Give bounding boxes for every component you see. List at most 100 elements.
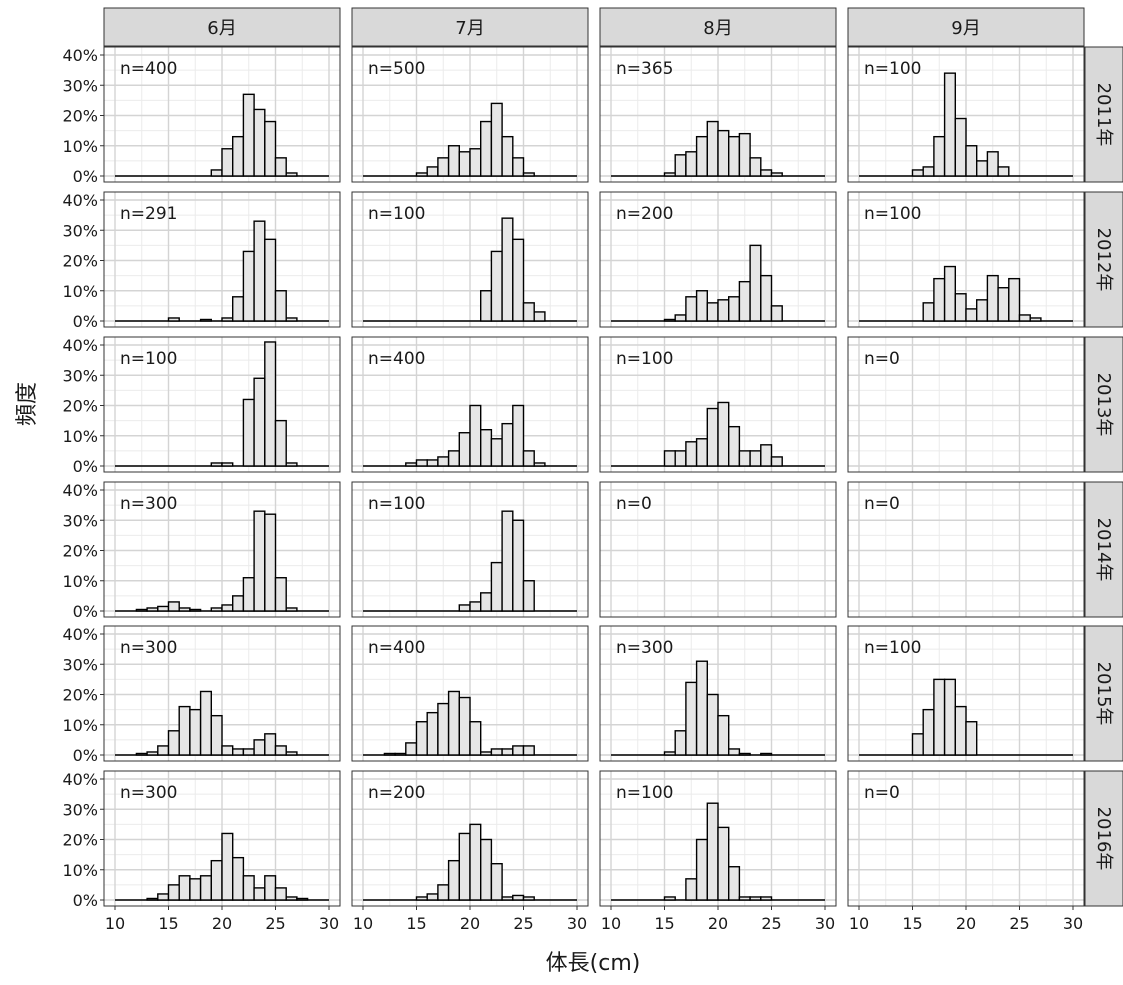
histogram-bar xyxy=(231,296,245,322)
row-strip xyxy=(1084,191,1123,328)
histogram-bar xyxy=(674,730,687,756)
histogram-bar xyxy=(221,832,234,901)
x-tick-label: 20 xyxy=(460,914,480,933)
sample-size-label: n=200 xyxy=(368,783,425,803)
y-tick-label: 40% xyxy=(62,191,98,210)
histogram-bar xyxy=(231,856,245,901)
histogram-bar xyxy=(954,293,967,322)
panel: n=400 xyxy=(351,625,589,762)
row-strip-label: 2011年 xyxy=(1093,83,1114,147)
histogram-bar xyxy=(1018,314,1031,322)
y-tick-label: 10% xyxy=(62,716,98,735)
histogram-bar xyxy=(533,311,546,322)
sample-size-label: n=400 xyxy=(120,59,177,79)
histogram-bar xyxy=(695,135,708,177)
histogram-bar xyxy=(728,135,741,177)
histogram-bar xyxy=(674,154,687,177)
row-strip-label: 2014年 xyxy=(1093,518,1114,582)
y-tick-label: 0% xyxy=(73,167,98,186)
histogram-bar xyxy=(167,601,180,612)
histogram-bar xyxy=(242,398,255,467)
histogram-bar xyxy=(512,745,525,756)
y-tick-label: 40% xyxy=(62,625,98,644)
histogram-bar xyxy=(426,893,439,901)
histogram-bar xyxy=(437,884,450,901)
x-tick-label: 10 xyxy=(353,914,373,933)
histogram-bar xyxy=(738,896,751,901)
histogram-bar xyxy=(199,690,213,756)
y-tick-label: 40% xyxy=(62,336,98,355)
panel: n=500 xyxy=(351,46,589,183)
sample-size-label: n=100 xyxy=(864,638,921,658)
panel-border xyxy=(599,336,837,473)
histogram-bar xyxy=(480,751,493,756)
row-strips: 2011年 2012年 2013年 2014年 2015年 2016年 xyxy=(1084,46,1123,907)
histogram-bar xyxy=(231,595,245,612)
histogram-bar xyxy=(242,250,255,322)
histogram-bar xyxy=(264,875,277,901)
histogram-bar xyxy=(264,513,277,612)
histogram-bar xyxy=(770,172,783,177)
histogram-bar xyxy=(167,730,180,756)
sample-size-label: n=300 xyxy=(616,638,673,658)
histogram-bar xyxy=(663,751,676,756)
histogram-bar xyxy=(986,274,999,322)
panel: n=100 xyxy=(599,336,837,473)
histogram-bar xyxy=(146,897,159,901)
panel-border xyxy=(351,625,589,762)
histogram-bar xyxy=(533,462,546,467)
histogram-bar xyxy=(512,238,525,322)
histogram-bar xyxy=(501,748,514,756)
histogram-bar xyxy=(986,151,999,177)
histogram-bar xyxy=(522,580,535,612)
histogram-bar xyxy=(997,287,1010,322)
panel: n=400 xyxy=(103,46,341,183)
y-tick-label: 10% xyxy=(62,137,98,156)
histogram-bar xyxy=(437,157,450,177)
histogram-bar xyxy=(728,748,741,756)
histogram-bar xyxy=(437,456,450,467)
y-tick-label: 0% xyxy=(73,891,98,910)
y-tick-label: 0% xyxy=(73,457,98,476)
histogram-bar xyxy=(426,166,439,177)
histogram-bar xyxy=(490,748,503,756)
sample-size-label: n=0 xyxy=(864,783,900,803)
sample-size-label: n=100 xyxy=(864,204,921,224)
histogram-bar xyxy=(458,832,471,901)
panels: n=400 n=500 n=365 n=100 n=291 n=100 n=200 n=100… xyxy=(103,46,1085,907)
histogram-bar xyxy=(189,878,202,901)
histogram-bar xyxy=(674,450,687,467)
panel: n=291 xyxy=(103,191,341,328)
histogram-bar xyxy=(911,733,924,756)
histogram-bar xyxy=(760,752,773,756)
row-strip xyxy=(1084,770,1123,907)
y-tick-label: 0% xyxy=(73,746,98,765)
histogram-bar xyxy=(728,425,741,467)
histogram-bar xyxy=(447,450,461,467)
y-tick-label: 10% xyxy=(62,282,98,301)
histogram-bar xyxy=(760,896,773,901)
histogram-bar xyxy=(717,714,730,756)
histogram-bar xyxy=(221,148,234,177)
histogram-bar xyxy=(285,172,298,177)
histogram-bar xyxy=(501,422,514,467)
histogram-bar xyxy=(210,859,223,901)
histogram-bar xyxy=(426,711,439,756)
panel: n=300 xyxy=(103,770,341,907)
histogram-bar xyxy=(685,441,698,467)
histogram-bar xyxy=(490,102,503,177)
x-tick-label: 15 xyxy=(902,914,922,933)
histogram-bar xyxy=(490,250,503,322)
histogram-bar xyxy=(285,317,298,322)
sample-size-label: n=365 xyxy=(616,59,673,79)
panel: n=100 xyxy=(351,191,589,328)
panel: n=0 xyxy=(847,336,1085,473)
histogram-bar xyxy=(199,875,213,901)
histogram-bar xyxy=(663,896,676,901)
histogram-bar xyxy=(943,265,956,322)
x-axis-ticks: 10 15 20 25 30 10 15 20 25 30 10 15 20 25 30 10 15 20 25 30 xyxy=(105,906,1083,933)
x-tick-label: 30 xyxy=(1063,914,1083,933)
histogram-bar xyxy=(221,604,234,612)
panel-border xyxy=(599,46,837,183)
